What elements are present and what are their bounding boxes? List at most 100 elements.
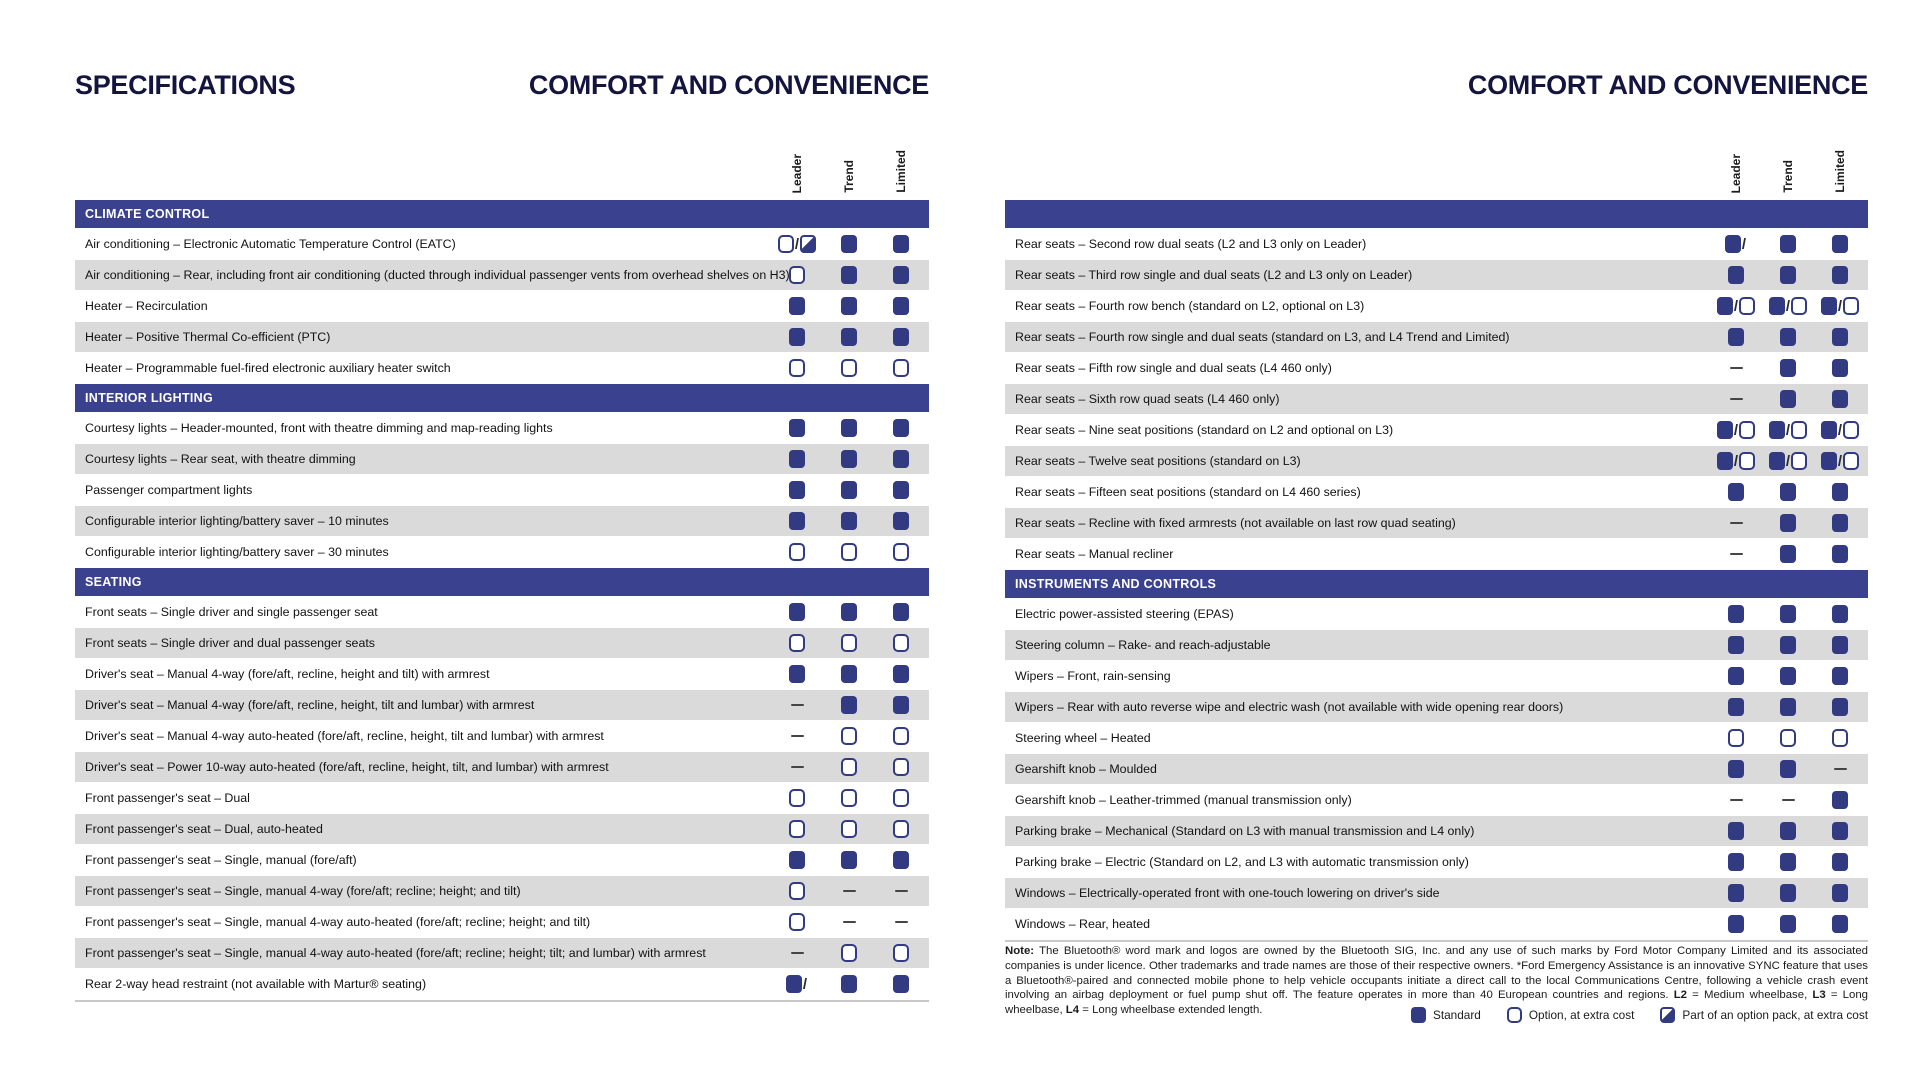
option-icon bbox=[841, 727, 857, 745]
slash-separator: / bbox=[1733, 421, 1739, 439]
mark-cell-leader bbox=[770, 413, 824, 443]
standard-icon bbox=[893, 266, 909, 284]
spec-row: Front passenger's seat – Single, manual … bbox=[75, 876, 929, 906]
spec-row: Front passenger's seat – Single, manual … bbox=[75, 938, 929, 968]
standard-icon bbox=[1780, 266, 1796, 284]
mark-cell-limited bbox=[874, 291, 928, 321]
footnote-text: = Medium wheelbase, bbox=[1687, 989, 1813, 1002]
slash-separator: / bbox=[794, 235, 800, 253]
row-label: Rear seats – Fifteen seat positions (sta… bbox=[1015, 485, 1361, 499]
mark-cell-leader bbox=[1709, 754, 1763, 784]
footnote: Note: The Bluetooth® word mark and logos… bbox=[1005, 944, 1868, 1018]
mark-cell-trend bbox=[822, 260, 876, 290]
standard-icon bbox=[789, 450, 805, 468]
row-label: Driver's seat – Power 10-way auto-heated… bbox=[85, 760, 609, 774]
legend-label: Part of an option pack, at extra cost bbox=[1682, 1008, 1868, 1022]
row-label: Front seats – Single driver and dual pas… bbox=[85, 636, 375, 650]
spec-row: Driver's seat – Manual 4-way auto-heated… bbox=[75, 721, 929, 751]
not-available-dash bbox=[790, 734, 804, 738]
mark-cell-trend bbox=[1761, 353, 1815, 383]
slash-separator: / bbox=[1785, 421, 1791, 439]
mark-cell-limited bbox=[1813, 661, 1867, 691]
row-label: Rear seats – Fourth row single and dual … bbox=[1015, 330, 1510, 344]
row-label: Front passenger's seat – Dual bbox=[85, 791, 250, 805]
mark-cell-leader bbox=[1709, 477, 1763, 507]
not-available-dash bbox=[894, 889, 908, 893]
mark-cell-limited bbox=[874, 597, 928, 627]
mark-cell-limited bbox=[1813, 785, 1867, 815]
not-available-dash bbox=[842, 920, 856, 924]
mark-cell-leader bbox=[1709, 723, 1763, 753]
mark-cell-leader bbox=[770, 690, 824, 720]
mark-cell-limited bbox=[1813, 754, 1867, 784]
spec-row: Rear seats – Fifteen seat positions (sta… bbox=[1005, 477, 1868, 507]
option-icon bbox=[789, 543, 805, 561]
right-page: COMFORT AND CONVENIENCE Leader Trend Limit… bbox=[1005, 0, 1868, 1080]
row-label: Rear 2-way head restraint (not available… bbox=[85, 977, 427, 991]
standard-icon bbox=[1716, 421, 1733, 439]
standard-icon bbox=[1780, 359, 1796, 377]
mark-cell-limited bbox=[1813, 260, 1867, 290]
standard-icon bbox=[893, 851, 909, 869]
standard-icon bbox=[1780, 390, 1796, 408]
option-icon bbox=[1791, 452, 1808, 470]
row-label: Front passenger's seat – Single, manual … bbox=[85, 853, 357, 867]
slash-separator: / bbox=[1733, 297, 1739, 315]
mark-cell-trend bbox=[822, 721, 876, 751]
mark-cell-trend bbox=[1761, 661, 1815, 691]
option-icon bbox=[789, 359, 805, 377]
option-icon bbox=[1506, 1007, 1522, 1023]
mark-cell-trend bbox=[1761, 692, 1815, 722]
standard-icon bbox=[841, 696, 857, 714]
row-label: Front passenger's seat – Dual, auto-heat… bbox=[85, 822, 323, 836]
spec-row: Rear seats – Fourth row single and dual … bbox=[1005, 322, 1868, 352]
mark-cell-trend bbox=[822, 353, 876, 383]
mark-cell-limited bbox=[874, 322, 928, 352]
mark-cell-trend bbox=[1761, 723, 1815, 753]
mark-cell-limited bbox=[1813, 229, 1867, 259]
not-available-dash bbox=[842, 889, 856, 893]
legend-item: Option, at extra cost bbox=[1506, 1007, 1634, 1023]
mark-cell-leader bbox=[770, 752, 824, 782]
mark-cell-limited bbox=[1813, 477, 1867, 507]
standard-icon bbox=[893, 419, 909, 437]
spec-row: Rear seats – Manual recliner bbox=[1005, 539, 1868, 569]
standard-icon bbox=[841, 975, 857, 993]
column-header-leader: Leader bbox=[1729, 153, 1743, 193]
standard-icon bbox=[1716, 452, 1733, 470]
option-icon bbox=[1791, 297, 1808, 315]
standard-icon bbox=[789, 512, 805, 530]
row-label: Courtesy lights – Rear seat, with theatr… bbox=[85, 452, 356, 466]
standard-icon bbox=[789, 665, 805, 683]
mark-cell-limited bbox=[1813, 847, 1867, 877]
mark-cell-trend bbox=[822, 322, 876, 352]
standard-icon bbox=[1832, 514, 1848, 532]
option-icon bbox=[1843, 297, 1860, 315]
mark-cell-trend bbox=[1761, 477, 1815, 507]
spec-row: Configurable interior lighting/battery s… bbox=[75, 537, 929, 567]
mark-cell-trend: / bbox=[1761, 446, 1815, 476]
option-icon bbox=[1728, 729, 1744, 747]
mark-cell-leader bbox=[770, 845, 824, 875]
mark-cell-leader bbox=[1709, 384, 1763, 414]
section-header: SEATING bbox=[75, 568, 929, 596]
standard-icon bbox=[893, 481, 909, 499]
standard-icon bbox=[1768, 452, 1785, 470]
mark-cell-leader bbox=[1709, 508, 1763, 538]
standard-icon bbox=[841, 235, 857, 253]
standard-icon bbox=[1768, 421, 1785, 439]
row-label: Driver's seat – Manual 4-way (fore/aft, … bbox=[85, 698, 535, 712]
option-icon bbox=[777, 235, 794, 253]
not-available-dash bbox=[1729, 366, 1743, 370]
standard-icon bbox=[1728, 636, 1744, 654]
mark-cell-limited bbox=[1813, 599, 1867, 629]
standard-icon bbox=[789, 297, 805, 315]
mark-cell-leader bbox=[770, 537, 824, 567]
footnote-text: = Long wheelbase, bbox=[1005, 989, 1869, 1017]
standard-icon bbox=[1716, 297, 1733, 315]
option-icon bbox=[893, 634, 909, 652]
left-category-heading: COMFORT AND CONVENIENCE bbox=[528, 70, 929, 100]
mark-cell-limited bbox=[874, 938, 928, 968]
mark-cell-limited bbox=[1813, 878, 1867, 908]
